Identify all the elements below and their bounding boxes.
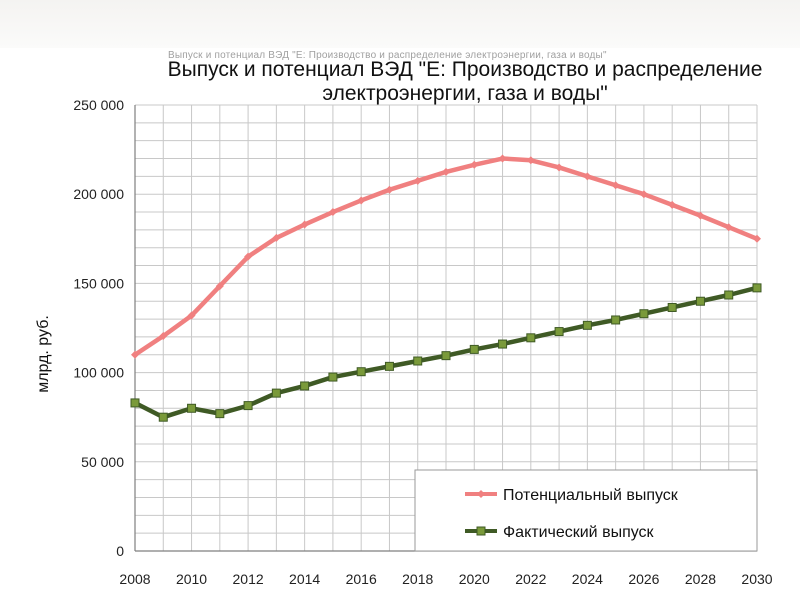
x-tick-label: 2024 (572, 571, 603, 587)
data-point-potential (385, 185, 394, 194)
data-point-potential (611, 181, 620, 190)
data-point-actual (243, 401, 253, 411)
data-point-actual (158, 412, 168, 422)
y-tick-label: 200 000 (73, 186, 124, 202)
data-point-potential (526, 156, 535, 165)
x-tick-label: 2020 (459, 571, 490, 587)
data-point-potential (696, 211, 705, 220)
data-point-potential (498, 154, 507, 163)
data-point-actual (328, 372, 338, 382)
data-point-actual (441, 351, 451, 361)
data-point-potential (442, 167, 450, 176)
data-point-actual (300, 381, 310, 391)
data-point-potential (131, 350, 139, 359)
data-point-potential (753, 234, 761, 243)
legend-box (414, 469, 758, 552)
data-point-actual (384, 361, 394, 371)
data-point-actual (498, 339, 508, 349)
data-point-actual (413, 356, 423, 366)
data-point-actual (130, 398, 140, 408)
x-tick-label: 2028 (685, 571, 716, 587)
data-point-potential (244, 252, 253, 261)
legend-marker-potential (477, 490, 485, 498)
data-point-potential (272, 233, 281, 242)
data-point-actual (271, 388, 281, 398)
data-point-potential (357, 196, 366, 205)
x-tick-label: 2016 (346, 571, 377, 587)
x-tick-label: 2026 (628, 571, 659, 587)
x-tick-label: 2008 (119, 571, 150, 587)
data-point-actual (356, 367, 366, 377)
data-point-potential (328, 208, 337, 217)
y-tick-label: 0 (116, 543, 124, 559)
data-point-actual (554, 327, 564, 337)
x-tick-label: 2012 (233, 571, 264, 587)
data-point-potential (555, 163, 564, 172)
data-point-potential (187, 311, 196, 320)
legend-label: Потенциальный выпуск (503, 487, 679, 504)
chart-title: Выпуск и потенциал ВЭД "Е: Производство … (167, 58, 763, 105)
legend-label: Фактический выпуск (503, 524, 655, 541)
data-point-potential (470, 160, 479, 169)
data-point-potential (215, 282, 224, 291)
data-point-potential (413, 176, 422, 185)
data-point-potential (668, 200, 677, 209)
data-point-actual (752, 283, 762, 293)
y-axis-label: млрд. руб. (35, 315, 52, 393)
data-point-actual (724, 290, 734, 300)
data-point-actual (639, 309, 649, 319)
data-point-actual (469, 344, 479, 354)
data-point-actual (215, 409, 225, 419)
slide-top-band (0, 0, 800, 48)
data-point-potential (639, 190, 648, 199)
y-tick-label: 100 000 (73, 365, 124, 381)
x-tick-label: 2030 (741, 571, 772, 587)
y-tick-label: 50 000 (81, 454, 124, 470)
data-point-potential (724, 223, 733, 232)
data-point-actual (695, 296, 705, 306)
chart-faded-title: Выпуск и потенциал ВЭД "Е: Производство … (168, 50, 607, 61)
data-point-actual (667, 302, 677, 312)
data-point-actual (187, 403, 197, 413)
x-tick-label: 2018 (402, 571, 433, 587)
data-point-potential (300, 220, 309, 229)
data-point-actual (611, 315, 621, 325)
data-point-actual (526, 333, 536, 343)
data-point-potential (583, 172, 592, 181)
data-point-actual (582, 320, 592, 330)
y-tick-label: 150 000 (73, 275, 124, 291)
x-tick-label: 2010 (176, 571, 207, 587)
data-point-potential (159, 332, 168, 341)
x-tick-label: 2014 (289, 571, 320, 587)
x-tick-label: 2022 (515, 571, 546, 587)
y-tick-label: 250 000 (73, 97, 124, 113)
legend-marker-actual (476, 526, 486, 536)
